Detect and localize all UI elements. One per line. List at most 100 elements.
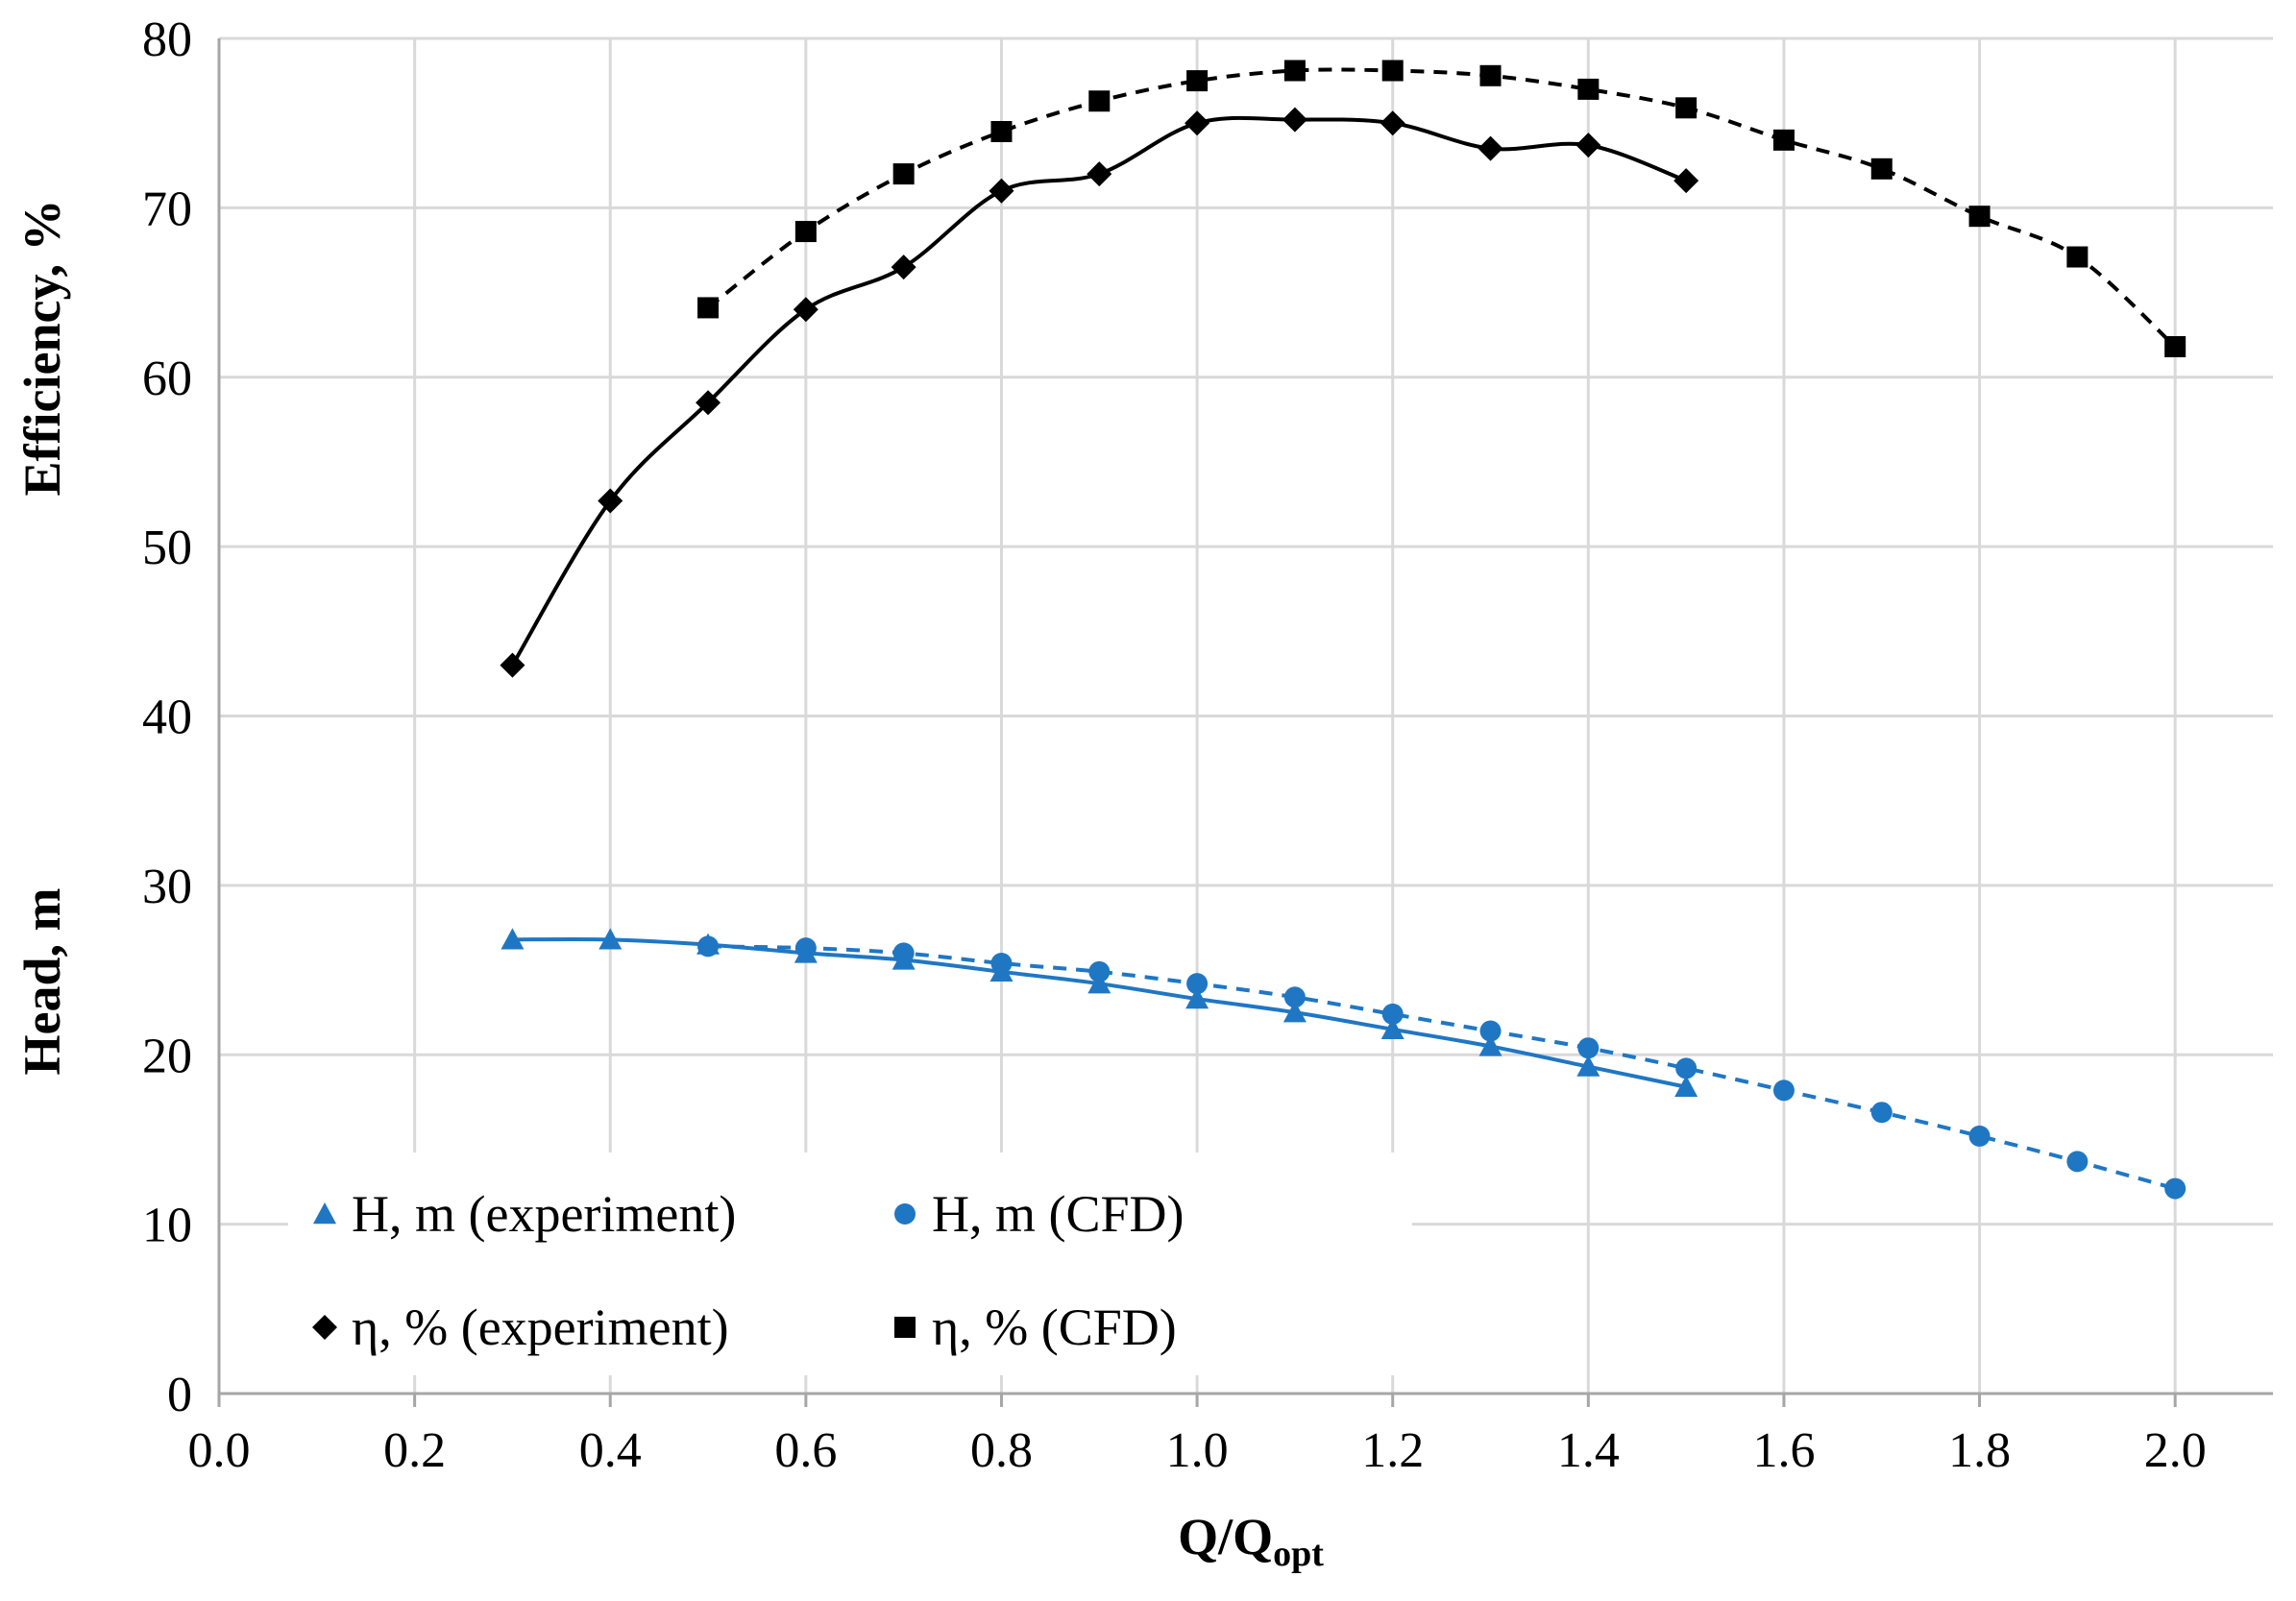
legend: H, m (experiment) H, m (CFD) η, % (experim…	[288, 1152, 1412, 1375]
data-point	[1674, 1075, 1698, 1097]
series-2	[500, 107, 1699, 678]
data-point	[598, 928, 623, 950]
data-point	[501, 928, 525, 950]
legend-label: η, % (CFD)	[932, 1298, 1177, 1356]
x-axis-title-main: Q/Q	[1178, 1508, 1273, 1565]
data-point	[1675, 1057, 1698, 1079]
data-point	[1968, 1125, 1991, 1147]
data-point	[989, 178, 1014, 204]
data-point	[990, 121, 1013, 143]
data-point	[1968, 206, 1991, 228]
data-point	[1381, 1003, 1404, 1025]
data-point	[1088, 90, 1111, 112]
data-point	[1186, 70, 1209, 92]
data-point	[892, 163, 915, 185]
data-point	[793, 297, 818, 323]
series-layer	[500, 60, 2186, 1200]
data-point	[892, 942, 915, 964]
legend-marker	[312, 1315, 337, 1340]
data-point	[1087, 161, 1112, 187]
x-tick-label: 0.8	[970, 1423, 1033, 1478]
legend-label: H, m (experiment)	[352, 1185, 736, 1243]
data-point	[1283, 60, 1306, 82]
data-point	[1772, 129, 1795, 151]
data-point	[1870, 158, 1893, 180]
data-point	[598, 488, 623, 514]
data-point	[1673, 168, 1699, 194]
y-axis-title-efficiency: Efficiency, %	[13, 200, 71, 497]
axes	[217, 38, 2273, 1407]
x-axis-title-subscript: opt	[1273, 1534, 1324, 1574]
y-axis-title-head: Head, m	[13, 887, 71, 1075]
legend-label: η, % (experiment)	[352, 1298, 729, 1356]
data-point	[1087, 972, 1111, 994]
data-point	[2164, 1177, 2186, 1200]
data-point	[2164, 336, 2186, 358]
data-point	[1675, 97, 1698, 119]
data-point	[1380, 110, 1405, 136]
y-tick-label: 20	[142, 1029, 192, 1083]
data-point	[1577, 78, 1600, 100]
legend-entry: η, % (CFD)	[894, 1298, 1177, 1356]
data-point	[1576, 1055, 1600, 1077]
data-point	[1479, 64, 1502, 86]
data-point	[1380, 1017, 1404, 1039]
series-1	[697, 935, 2186, 1200]
x-tick-label: 0.2	[383, 1423, 446, 1478]
legend-marker	[894, 1203, 916, 1225]
data-point	[2066, 246, 2088, 268]
y-tick-label: 0	[167, 1368, 192, 1422]
data-point	[697, 297, 720, 319]
x-tick-label: 2.0	[2144, 1423, 2207, 1478]
y-tick-label: 50	[142, 521, 192, 575]
data-point	[1185, 110, 1210, 136]
legend-entry: H, m (experiment)	[313, 1185, 736, 1243]
y-tick-label: 10	[142, 1199, 192, 1253]
x-tick-label: 1.4	[1557, 1423, 1620, 1478]
series-line-3	[706, 67, 2177, 349]
x-tick-label: 1.6	[1752, 1423, 1815, 1478]
x-tick-label: 1.8	[1948, 1423, 2011, 1478]
data-point	[1478, 1034, 1502, 1056]
x-tick-label: 0.0	[188, 1423, 251, 1478]
legend-label: H, m (CFD)	[932, 1185, 1185, 1243]
data-point	[794, 937, 817, 959]
legend-background	[288, 1152, 1412, 1375]
series-line-1	[708, 944, 2176, 1191]
x-tick-label: 1.2	[1361, 1423, 1424, 1478]
data-point	[500, 652, 525, 678]
data-point	[1283, 986, 1306, 1008]
y-tick-label: 80	[142, 12, 192, 67]
data-point	[697, 935, 720, 958]
data-point	[2066, 1151, 2088, 1173]
data-point	[696, 390, 721, 416]
x-tick-label: 0.4	[579, 1423, 642, 1478]
legend-entry: H, m (CFD)	[894, 1185, 1185, 1243]
data-point	[1478, 135, 1503, 161]
data-point	[794, 221, 817, 243]
x-tick-label: 1.0	[1166, 1423, 1229, 1478]
data-point	[1381, 60, 1404, 82]
tick-labels: 0 10 20 30 40 50 60 70 80 0.0 0.2 0.4 0.6 0.8 1.0 1.2 1.…	[142, 12, 2207, 1478]
data-point	[1870, 1102, 1893, 1124]
y-tick-label: 60	[142, 352, 192, 406]
y-tick-label: 30	[142, 860, 192, 914]
data-point	[891, 255, 916, 280]
data-point	[1282, 107, 1307, 133]
legend-entry: η, % (experiment)	[312, 1298, 729, 1356]
data-point	[1186, 973, 1209, 995]
data-point	[1577, 1037, 1600, 1059]
y-tick-label: 40	[142, 691, 192, 745]
x-tick-label: 0.6	[774, 1423, 837, 1478]
data-point	[1282, 1001, 1307, 1023]
data-point	[990, 953, 1013, 975]
legend-marker	[894, 1317, 916, 1338]
x-axis-title: Q/Qopt	[1178, 1508, 1324, 1574]
legend-marker	[313, 1202, 336, 1225]
data-point	[1088, 960, 1111, 982]
data-point	[1772, 1079, 1795, 1102]
y-tick-label: 70	[142, 182, 192, 236]
series-3	[697, 60, 2186, 358]
data-point	[1185, 987, 1209, 1009]
